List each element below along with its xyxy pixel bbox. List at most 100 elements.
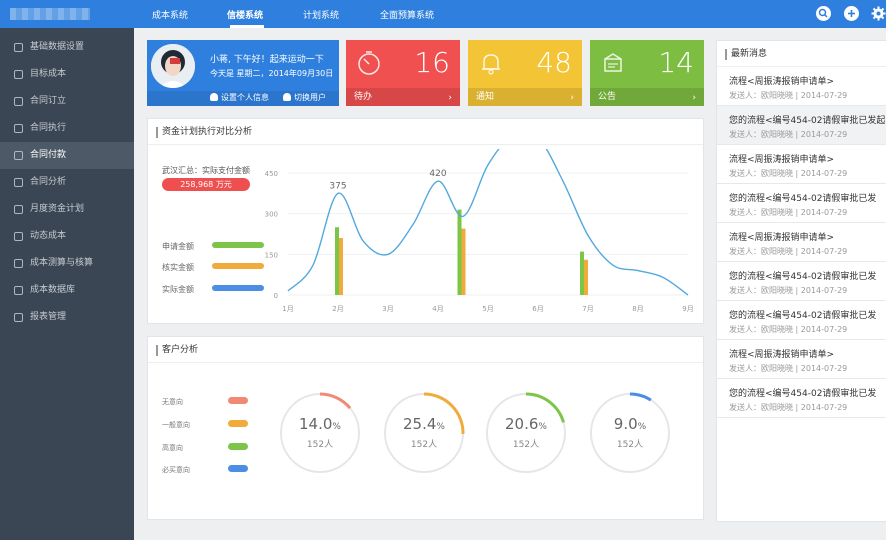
news-item-title: 流程<周振涛报销申请单> <box>729 155 835 165</box>
sidebar-item-label: 报表管理 <box>30 312 67 322</box>
news-panel: 最新消息 流程<周振涛报销申请单> 发送人：欧阳晓晓 | 2014-07-29 您的… <box>716 40 886 522</box>
sidebar-item[interactable]: 目标成本 <box>0 61 134 88</box>
gauge-normal-intent: 25.4% 152人 <box>382 391 466 475</box>
nav-item-plan[interactable]: 计划系统 <box>303 11 340 21</box>
gauge-unit: % <box>436 422 445 432</box>
data-label: 420 <box>429 169 446 179</box>
announcement-count: 14 <box>658 46 694 79</box>
gauge-must-buy: 9.0% 152人 <box>588 391 672 475</box>
legend-must-buy-swatch <box>228 465 248 472</box>
y-tick-label: 150 <box>265 251 278 259</box>
add-icon[interactable] <box>844 6 859 21</box>
legend-normal-intent: 一般意向 <box>162 420 248 430</box>
legend-actual-label: 实际金额 <box>162 285 194 294</box>
gauge-track <box>590 393 670 473</box>
avatar[interactable] <box>151 44 195 88</box>
news-item[interactable]: 流程<周振涛报销申请单> 发送人：欧阳晓晓 | 2014-07-29 <box>717 223 886 262</box>
bar <box>580 251 584 295</box>
gauge-arc <box>423 392 465 435</box>
chevron-right-icon: › <box>448 93 452 103</box>
sidebar-item[interactable]: 动态成本 <box>0 223 134 250</box>
bar <box>339 238 343 295</box>
x-tick-label: 2月 <box>332 305 343 313</box>
sidebar-item-label: 动态成本 <box>30 231 67 241</box>
news-item-title: 流程<周振涛报销申请单> <box>729 350 835 360</box>
database-icon <box>14 286 23 295</box>
notice-tile[interactable]: 48 通知 › <box>468 40 582 106</box>
gauge-value: 25.4% <box>382 415 466 433</box>
fund-line-chart: 01503004501月2月3月4月5月6月7月8月9月375420580 <box>265 149 694 313</box>
sidebar-item[interactable]: 基础数据设置 <box>0 34 134 61</box>
news-item-title: 您的流程<编号454-02请假审批已发起 <box>729 116 886 126</box>
greeting-text: 小蒋, 下午好！起来运动一下 <box>210 55 324 65</box>
sidebar-item[interactable]: 成本测算与核算 <box>0 250 134 277</box>
gauge-arc <box>525 392 565 423</box>
sidebar-item[interactable]: 月度资金计划 <box>0 196 134 223</box>
legend-actual: 实际金额 <box>162 284 264 295</box>
money-icon <box>14 205 23 214</box>
document-icon <box>14 97 23 106</box>
summary-value: 258,968 万元 <box>162 178 250 191</box>
gauge-ring <box>280 392 360 473</box>
news-item-meta: 发送人：欧阳晓晓 | 2014-07-29 <box>729 91 848 100</box>
sidebar-item-label: 目标成本 <box>30 69 67 79</box>
sidebar-item-label: 合同订立 <box>30 96 67 106</box>
chevron-right-icon: › <box>570 93 574 103</box>
legend-no-intent: 无意向 <box>162 397 248 407</box>
sidebar-item[interactable]: 报表管理 <box>0 304 134 331</box>
logo <box>10 8 90 20</box>
announcement-tile[interactable]: 14 公告 › <box>590 40 704 106</box>
sidebar-item-label: 基础数据设置 <box>30 42 85 52</box>
payment-icon <box>14 151 23 160</box>
nav-item-building[interactable]: 信楼系统 <box>227 11 264 21</box>
nav-item-cost[interactable]: 成本系统 <box>152 11 189 21</box>
sidebar-item[interactable]: 合同付款 <box>0 142 134 169</box>
fund-plan-panel: 资金计划执行对比分析 武汉汇总：实际支付金额 258,968 万元 申请金额 核… <box>147 118 704 324</box>
gauge-value-number: 9.0 <box>613 415 638 433</box>
nav-item-budget[interactable]: 全面预算系统 <box>380 11 435 21</box>
gauge-no-intent: 14.0% 152人 <box>278 391 362 475</box>
x-tick-label: 1月 <box>282 305 293 313</box>
search-icon[interactable] <box>816 6 831 21</box>
legend-verify-label: 核实金额 <box>162 263 194 272</box>
news-item[interactable]: 流程<周振涛报销申请单> 发送人：欧阳晓晓 | 2014-07-29 <box>717 67 886 106</box>
gear-icon[interactable] <box>871 6 886 21</box>
news-item[interactable]: 您的流程<编号454-02请假审批已发 发送人：欧阳晓晓 | 2014-07-29 <box>717 184 886 223</box>
gauge-count: 152人 <box>306 440 334 450</box>
news-item[interactable]: 您的流程<编号454-02请假审批已发 发送人：欧阳晓晓 | 2014-07-29 <box>717 379 886 418</box>
sidebar-item[interactable]: 合同订立 <box>0 88 134 115</box>
news-item[interactable]: 您的流程<编号454-02请假审批已发 发送人：欧阳晓晓 | 2014-07-29 <box>717 262 886 301</box>
news-item[interactable]: 您的流程<编号454-02请假审批已发 发送人：欧阳晓晓 | 2014-07-29 <box>717 301 886 340</box>
sidebar-item[interactable]: 合同分析 <box>0 169 134 196</box>
switch-user-link[interactable]: 切换用户 <box>283 92 326 103</box>
gauge-value: 14.0% <box>278 415 362 433</box>
bell-icon <box>482 54 500 75</box>
todo-label: 待办 <box>346 88 460 106</box>
legend-normal-intent-swatch <box>228 420 248 427</box>
series-line <box>287 149 689 296</box>
sidebar-item[interactable]: 成本数据库 <box>0 277 134 304</box>
x-tick-label: 7月 <box>582 305 593 313</box>
todo-tile[interactable]: 16 待办 › <box>346 40 460 106</box>
customer-panel: 客户分析 无意向 一般意向 高意向 必买意向 14.0% 152人 25.4% … <box>147 336 704 520</box>
top-bar: 成本系统 信楼系统 计划系统 全面预算系统 <box>0 0 886 28</box>
news-item[interactable]: 流程<周振涛报销申请单> 发送人：欧阳晓晓 | 2014-07-29 <box>717 340 886 379</box>
y-tick-label: 0 <box>274 292 278 300</box>
target-icon <box>14 70 23 79</box>
gauge-value-number: 25.4 <box>403 415 437 433</box>
gauge-unit: % <box>538 422 547 432</box>
news-item[interactable]: 流程<周振涛报销申请单> 发送人：欧阳晓晓 | 2014-07-29 <box>717 145 886 184</box>
news-item-meta: 发送人：欧阳晓晓 | 2014-07-29 <box>729 208 848 217</box>
gauge-ring <box>590 392 670 473</box>
user-settings-link[interactable]: 设置个人信息 <box>210 92 269 103</box>
legend-apply: 申请金额 <box>162 241 264 252</box>
legend-verify-swatch <box>212 263 264 269</box>
gauge-value-number: 14.0 <box>299 415 333 433</box>
sidebar-item[interactable]: 合同执行 <box>0 115 134 142</box>
news-item[interactable]: 您的流程<编号454-02请假审批已发起 发送人：欧阳晓晓 | 2014-07-2… <box>717 106 886 145</box>
gear-icon <box>14 43 23 52</box>
document-edit-icon <box>14 124 23 133</box>
gauge-ring <box>384 392 465 473</box>
legend-must-buy-label: 必买意向 <box>162 466 190 474</box>
gauge-unit: % <box>332 422 341 432</box>
